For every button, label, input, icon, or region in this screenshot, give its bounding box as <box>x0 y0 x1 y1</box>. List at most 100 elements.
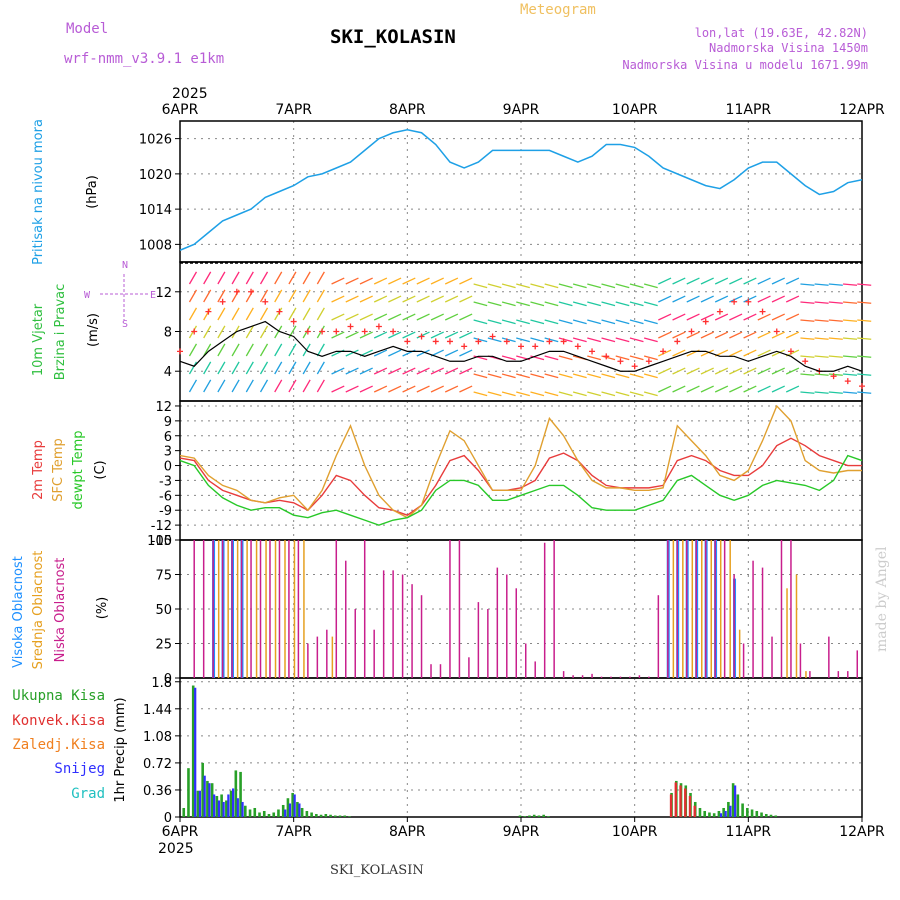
wind-arrow <box>459 385 473 393</box>
wind-arrow <box>259 325 269 339</box>
gust-point <box>404 338 411 345</box>
gust-point <box>432 338 439 345</box>
wind-arrow <box>501 283 516 289</box>
wind-arrow <box>373 331 388 339</box>
y-tick-label: 1020 <box>139 168 172 183</box>
precip-bar <box>769 814 773 817</box>
gust-point <box>233 288 240 295</box>
wind-arrow <box>302 379 311 393</box>
wind-arrow <box>558 283 573 289</box>
precip-bar <box>288 803 292 817</box>
wind-arrow <box>544 373 559 379</box>
precip-bar <box>206 780 209 817</box>
wind-arrow <box>700 331 714 339</box>
precip-bar <box>727 801 730 817</box>
wind-arrow <box>828 373 843 376</box>
wind-arrow <box>188 271 198 285</box>
elevation-label: Nadmorska Visina 1450m <box>709 41 868 55</box>
gust-point <box>319 328 326 335</box>
wind-arrow <box>444 349 459 357</box>
temp-ylabel: 2m Temp SFC Temp dewpt Temp (C) <box>31 430 108 509</box>
wind-arrow <box>316 271 325 285</box>
wind-arrow <box>729 277 743 285</box>
clouds-frame <box>179 539 863 679</box>
wind-arrow <box>643 283 658 289</box>
wind-arrow <box>686 367 700 375</box>
precip-bar <box>196 790 200 817</box>
wind-arrow <box>615 355 630 361</box>
wind-arrow <box>487 301 502 307</box>
precip-bar <box>208 783 211 817</box>
wind-arrow <box>587 283 601 289</box>
gust-point <box>532 343 539 350</box>
wind-arrow <box>544 283 559 289</box>
precip-bar <box>284 809 287 817</box>
pressure-line <box>179 129 863 251</box>
y-tick-label: 1008 <box>139 238 172 253</box>
wind-arrow <box>615 337 630 343</box>
model-label: Model <box>66 21 108 37</box>
wind-unit: (m/s) <box>86 313 101 347</box>
wind-arrow <box>686 313 700 321</box>
gust-point <box>560 338 567 345</box>
gust-point <box>333 328 340 335</box>
wind-arrow <box>345 331 359 339</box>
wind-arrow <box>316 361 325 375</box>
wind-arrow <box>316 343 325 357</box>
wind-arrow <box>245 307 254 321</box>
wind-arrow <box>530 283 545 289</box>
wind-arrow <box>516 283 530 289</box>
x-tick-label-bottom: 8APR <box>389 824 426 840</box>
gust-point <box>546 338 553 345</box>
wind-arrow <box>601 283 616 289</box>
wind-arrow <box>430 277 444 285</box>
compass-n: N <box>122 260 128 271</box>
precip-ylabel: 1hr Precip (mm) <box>113 697 128 802</box>
precip-bar <box>537 815 541 817</box>
wind-arrow <box>785 313 800 321</box>
station-title: SKI_KOLASIN <box>330 26 456 48</box>
precipitation-panel: 0 0.36 0.72 1.08 1.44 1.8 <box>143 676 863 826</box>
wind-arrow <box>785 277 800 285</box>
wind-arrow <box>288 271 297 285</box>
wind-arrow <box>373 349 388 357</box>
wind-arrow <box>516 319 530 325</box>
wind-arrow <box>828 301 843 304</box>
precip-bar <box>343 815 347 817</box>
wind-arrow <box>274 361 283 375</box>
lonlat-label: lon,lat (19.63E, 42.82N) <box>695 26 868 40</box>
precip-bar <box>234 770 238 817</box>
precip-bar <box>213 794 216 817</box>
precip-bar <box>198 790 202 817</box>
wind-arrow <box>643 319 658 325</box>
y-tick-label: 25 <box>155 638 172 653</box>
wind-arrow <box>785 385 800 393</box>
compass-lines <box>100 274 148 320</box>
wind-arrow <box>743 277 757 285</box>
wind-arrow <box>459 295 473 303</box>
precip-bar <box>253 807 257 817</box>
precip-bar <box>333 815 337 817</box>
wind-arrow <box>359 277 373 285</box>
gust-point <box>702 318 709 325</box>
precip-bar <box>298 803 301 817</box>
wind-arrow <box>686 331 700 339</box>
y-tick-label: 1026 <box>139 133 172 148</box>
temp-ylabel-text: dewpt Temp <box>71 430 86 509</box>
wind-arrow <box>459 349 473 357</box>
wind-arrow <box>388 331 402 339</box>
precip-bar <box>222 801 225 817</box>
x-tick-label-bottom: 7APR <box>275 824 312 840</box>
clouds-ylabel-text: Niska Oblacnost <box>53 558 68 663</box>
gust-point <box>574 343 581 350</box>
precip-bar <box>688 795 692 817</box>
precip-bar <box>286 798 290 817</box>
x-tick-label-bottom: 6APR <box>162 824 199 840</box>
temperature-frame <box>179 400 863 541</box>
temp-ylabel-text: 2m Temp <box>31 440 46 500</box>
y-tick-label: 75 <box>155 569 172 584</box>
wind-ylabel: 10m Vjetar Brzina i Pravac (m/s) <box>31 284 101 381</box>
clouds-ylabel-text: Visoka Oblacnost <box>11 556 26 668</box>
wind-arrow <box>743 331 757 339</box>
wind-arrow <box>615 391 630 397</box>
